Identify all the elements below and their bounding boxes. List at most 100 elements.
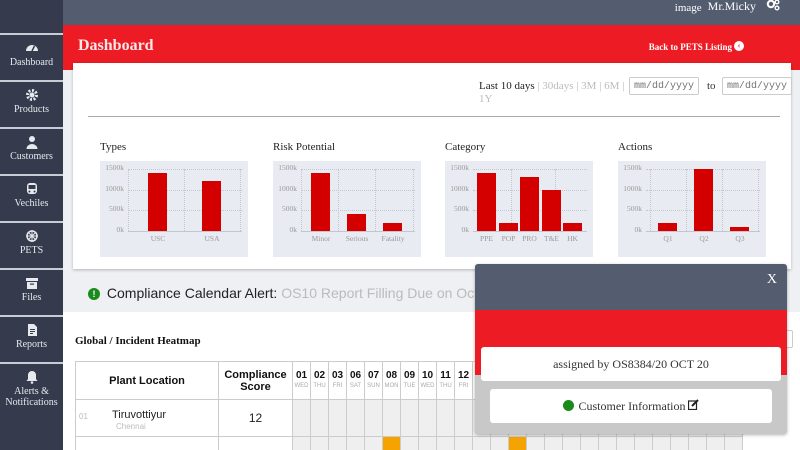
bar-q1[interactable] bbox=[658, 223, 677, 231]
heat-cell[interactable] bbox=[652, 436, 671, 450]
bar-pop[interactable] bbox=[499, 223, 518, 231]
heat-cell[interactable] bbox=[562, 436, 581, 450]
heat-cell-highlighted[interactable] bbox=[508, 436, 527, 450]
heat-cell[interactable] bbox=[436, 399, 455, 437]
sidebar-item-reports[interactable]: Reports bbox=[0, 315, 63, 360]
bar-ppe[interactable] bbox=[477, 173, 496, 231]
col-compliance-score: Compliance Score bbox=[218, 361, 293, 400]
to-date-input[interactable] bbox=[722, 77, 792, 95]
sidebar-item-label: Vechiles bbox=[14, 198, 49, 209]
bar-q3[interactable] bbox=[730, 227, 749, 231]
customer-information-label: Customer Information bbox=[578, 399, 686, 413]
heat-cell[interactable] bbox=[400, 436, 419, 450]
heat-cell[interactable] bbox=[382, 399, 401, 437]
bar-q2[interactable] bbox=[694, 169, 713, 231]
heat-cell[interactable] bbox=[418, 399, 437, 437]
sidebar-item-label: Customers bbox=[10, 151, 53, 162]
heat-cell[interactable] bbox=[346, 436, 365, 450]
bar-pro[interactable] bbox=[520, 177, 539, 231]
heat-cell[interactable] bbox=[400, 399, 419, 437]
bar-te[interactable] bbox=[542, 190, 561, 231]
sidebar-item-label: PETS bbox=[19, 245, 44, 256]
sidebar-item-alerts[interactable]: Alerts & Notifications bbox=[0, 362, 63, 450]
heat-cell[interactable] bbox=[616, 436, 635, 450]
bar-usa[interactable] bbox=[202, 181, 221, 231]
col-plant-location: Plant Location bbox=[75, 361, 219, 400]
dashboard-card: Last 10 days | 30days | 3M | 6M | 1Y to … bbox=[73, 63, 792, 269]
heat-cell[interactable] bbox=[310, 399, 329, 437]
to-label: to bbox=[707, 80, 716, 92]
customer-information-button[interactable]: Customer Information bbox=[490, 389, 772, 423]
sidebar-item-label: Dashboard bbox=[9, 57, 54, 68]
sidebar-item-label: Files bbox=[21, 292, 42, 303]
sidebar-item-products[interactable]: Products bbox=[0, 80, 63, 125]
heat-cell[interactable] bbox=[490, 436, 509, 450]
bar-serious[interactable] bbox=[347, 214, 366, 231]
heat-cell[interactable] bbox=[364, 399, 383, 437]
heat-cell[interactable] bbox=[472, 436, 491, 450]
heat-cell[interactable] bbox=[328, 436, 347, 450]
heat-cell-highlighted[interactable] bbox=[382, 436, 401, 450]
alert-label: Compliance Calendar Alert: bbox=[106, 285, 278, 301]
bar-hk[interactable] bbox=[563, 223, 582, 231]
avatar: image bbox=[674, 2, 702, 14]
heat-cell[interactable] bbox=[364, 436, 383, 450]
back-to-pets-link[interactable]: Back to PETS Listing bbox=[648, 42, 732, 52]
table-row[interactable] bbox=[75, 436, 743, 450]
filter-last-10-days[interactable]: Last 10 days bbox=[479, 80, 535, 92]
heat-cell[interactable] bbox=[544, 436, 563, 450]
col-day: 11 THU bbox=[436, 361, 455, 400]
user-menu[interactable]: image Mr.Micky bbox=[675, 0, 756, 15]
sidebar-item-pets[interactable]: PETS bbox=[0, 221, 63, 266]
sidebar-item-customers[interactable]: Customers bbox=[0, 127, 63, 172]
col-day: 10 WED bbox=[418, 361, 437, 400]
top-bar: image Mr.Micky bbox=[0, 0, 800, 25]
heat-cell[interactable] bbox=[310, 436, 329, 450]
exclamation-circle-icon: ! bbox=[88, 288, 100, 300]
heat-cell[interactable] bbox=[634, 436, 653, 450]
archive-icon bbox=[25, 278, 38, 289]
chevron-circle-left-icon[interactable]: ‹ bbox=[734, 41, 744, 51]
edit-icon[interactable] bbox=[688, 390, 700, 424]
from-date-input[interactable] bbox=[629, 77, 699, 95]
bar-minor[interactable] bbox=[311, 173, 330, 231]
bar-usc[interactable] bbox=[148, 173, 167, 231]
chart-category: Category 1500k 1000k 500k 0k PPE POP PRO… bbox=[445, 141, 595, 257]
close-button[interactable]: X bbox=[766, 272, 777, 287]
heat-cell[interactable] bbox=[454, 399, 473, 437]
col-day: 01 WED bbox=[292, 361, 311, 400]
heat-cell[interactable] bbox=[580, 436, 599, 450]
heat-cell[interactable] bbox=[724, 436, 743, 450]
username[interactable]: Mr.Micky bbox=[707, 0, 756, 13]
heat-cell[interactable] bbox=[292, 399, 311, 437]
heatmap-title: Global / Incident Heatmap bbox=[75, 335, 201, 347]
filter-options[interactable]: | 30days | 3M | 6M | 1Y bbox=[479, 80, 625, 105]
chart-title: Risk Potential bbox=[273, 141, 336, 153]
sidebar-item-files[interactable]: Files bbox=[0, 268, 63, 313]
compliance-score: 12 bbox=[218, 399, 293, 437]
heat-cell[interactable] bbox=[346, 399, 365, 437]
heat-cell[interactable] bbox=[670, 436, 689, 450]
sidebar-item-dashboard[interactable]: Dashboard bbox=[0, 33, 63, 78]
cog-icon bbox=[25, 89, 38, 101]
bar-fatality[interactable] bbox=[383, 223, 402, 231]
heat-cell[interactable] bbox=[418, 436, 437, 450]
compliance-alert: ! Compliance Calendar Alert: OS10 Report… bbox=[88, 285, 526, 301]
heat-cell[interactable] bbox=[598, 436, 617, 450]
sidebar-item-vehicles[interactable]: Vechiles bbox=[0, 174, 63, 219]
heat-cell[interactable] bbox=[328, 399, 347, 437]
plant-name[interactable]: Tiruvottiyur bbox=[112, 409, 166, 421]
assigned-by-text: assigned by OS8384/20 OCT 20 bbox=[481, 347, 781, 381]
heat-cell[interactable] bbox=[292, 436, 311, 450]
heat-cell[interactable] bbox=[526, 436, 545, 450]
sidebar: Dashboard Products Customers Vechiles PE… bbox=[0, 0, 63, 450]
sidebar-item-label: Notifications bbox=[5, 397, 58, 408]
heat-cell[interactable] bbox=[454, 436, 473, 450]
col-day: 09 TUE bbox=[400, 361, 419, 400]
heat-cell[interactable] bbox=[436, 436, 455, 450]
chart-actions: Actions 1500k 1000k 500k 0k Q1 Q2 Q3 bbox=[618, 141, 768, 257]
heat-cell[interactable] bbox=[706, 436, 725, 450]
col-day: 03 FRI bbox=[328, 361, 347, 400]
gears-icon[interactable] bbox=[766, 0, 780, 15]
heat-cell[interactable] bbox=[688, 436, 707, 450]
